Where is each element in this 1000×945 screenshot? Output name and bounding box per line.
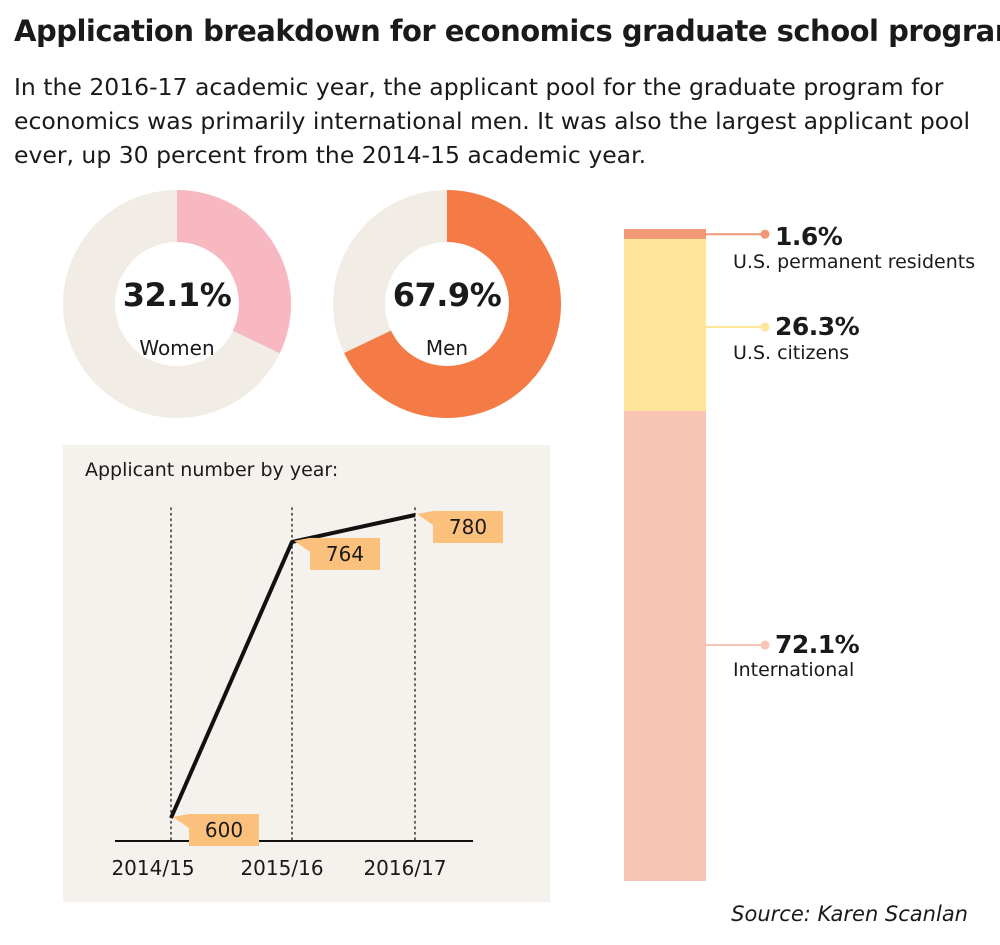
chart-title: Application breakdown for economics grad…: [14, 14, 1000, 48]
men-percent-label: 67.9%: [392, 276, 502, 314]
men-category-label: Men: [425, 336, 469, 360]
value-callout-pointer-2: [294, 537, 310, 552]
leader-dot-2: [760, 322, 770, 332]
men-ring-slice: [333, 190, 561, 418]
bar-segment-international: [624, 410, 706, 881]
us-citizens-percent: 26.3%: [775, 312, 860, 341]
source-credit: Source: Karen Scanlan: [731, 902, 968, 926]
permanent-residents-label: U.S. permanent residents: [733, 251, 976, 273]
value-callout-pointer-3: [417, 511, 433, 525]
donut-men: 67.9% Men: [333, 190, 561, 418]
applicant-line-chart-panel: Applicant number by year: 600 764 780 2014/…: [63, 445, 550, 902]
residency-stacked-bar: [624, 229, 706, 881]
value-label-1: 600: [205, 818, 243, 842]
value-label-2: 764: [326, 542, 364, 566]
x-tick-label-1: 2014/15: [111, 856, 194, 880]
x-tick-label-2: 2015/16: [240, 856, 323, 880]
international-label: International: [733, 659, 855, 681]
applicant-series-line: [169, 513, 416, 819]
line-chart-title: Applicant number by year:: [85, 459, 339, 481]
chart-subtitle: In the 2016-17 academic year, the applic…: [14, 73, 971, 169]
value-callout-box-1: [189, 814, 259, 846]
international-percent: 72.1%: [775, 630, 860, 659]
donut-men-svg: [333, 190, 561, 418]
women-percent-label: 32.1%: [122, 276, 232, 314]
donut-women: 32.1% Women: [63, 190, 291, 418]
value-callout-pointer-1: [173, 814, 189, 828]
women-ring-slice: [63, 190, 291, 418]
value-label-3: 780: [449, 515, 487, 539]
bar-segment-permanent-residents: [624, 229, 706, 240]
bar-segment-us-citizens: [624, 239, 706, 411]
leader-dot-1: [760, 229, 770, 239]
permanent-residents-percent: 1.6%: [775, 222, 843, 251]
women-category-label: Women: [139, 336, 215, 360]
applicant-line-chart: 600 764 780 2014/15 2015/16 2016/17: [111, 507, 503, 880]
value-callout-box-3: [433, 511, 503, 543]
us-citizens-label: U.S. citizens: [733, 342, 850, 364]
value-callout-box-2: [310, 537, 380, 570]
x-tick-label-3: 2016/17: [363, 856, 446, 880]
donut-women-svg: [63, 190, 291, 418]
leader-dot-3: [760, 640, 770, 650]
